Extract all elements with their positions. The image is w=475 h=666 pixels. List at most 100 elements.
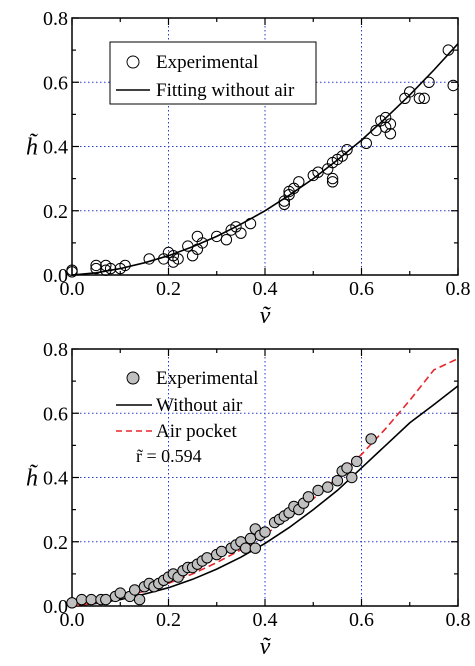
data-point [365,433,377,445]
legend-label-without-air: Without air [156,395,243,416]
data-point [346,471,358,484]
data-point [76,593,88,606]
y-tick-label: 0.4 [43,137,68,159]
ticks-bottom [71,348,459,607]
x-axis-label-top: ṽ [260,303,272,329]
legend-entry-without-air: Without air [116,395,243,416]
y-tick-label: 0.2 [43,532,68,554]
x-tick-labels-bottom: 0.0 0.2 0.4 0.6 0.8 [60,609,471,631]
data-point [249,542,262,554]
x-tick-label: 0.8 [446,609,471,631]
legend-bottom: Experimental Without air Air pocket r̃ =… [116,368,258,466]
data-point [215,545,228,558]
data-point [259,526,271,538]
x-tick-label: 0.2 [156,278,181,300]
legend-entry-air-pocket: Air pocket [116,421,237,442]
x-tick-label: 0.8 [446,278,471,300]
series-top [66,43,459,278]
chart-top: 0.0 0.2 0.4 0.6 0.8 0.0 0.2 0.4 0.6 0.8 … [26,8,471,329]
data-point [85,593,98,606]
legend-entry-fitting-without-air: Fitting without air [116,80,295,101]
data-point [293,176,305,188]
legend-top: Experimental Fitting without air [109,41,317,105]
data-point [196,237,209,249]
data-point [133,593,146,606]
x-tick-label: 0.4 [253,609,278,631]
legend-symbol-experimental [126,371,140,385]
legend-label-fitting-without-air: Fitting without air [156,80,295,101]
data-point [119,259,131,272]
data-point [326,176,339,188]
y-tick-label: 0.0 [43,596,68,618]
data-point [66,597,78,609]
data-point [360,137,372,150]
x-tick-label: 0.0 [60,609,85,631]
data-point [418,92,430,105]
legend-marker [126,55,140,69]
data-point [322,481,334,493]
x-tick-label: 0.2 [156,609,181,631]
y-tick-labels-top: 0.0 0.2 0.4 0.6 0.8 [43,8,68,287]
series-line-without-air [71,385,459,607]
data-point [341,144,353,156]
legend-symbol-experimental [126,55,140,69]
legend-label-air-pocket: Air pocket [156,421,237,442]
data-point [182,240,194,252]
legend-box [109,41,317,105]
data-point [326,172,339,185]
data-point [384,118,397,130]
legend-label-experimental: Experimental [156,368,258,389]
data-point [66,264,78,276]
x-axis-label-bottom: ṽ [260,634,272,660]
y-tick-label: 0.0 [43,265,68,287]
data-point [100,264,112,276]
legend-marker [126,371,140,385]
data-point [201,552,213,564]
data-point [129,584,141,596]
x-tick-labels-top: 0.0 0.2 0.4 0.6 0.8 [60,278,471,300]
x-tick-label: 0.6 [349,609,374,631]
data-point [413,92,426,105]
data-point [114,587,127,599]
legend-entry-experimental: Experimental [126,52,258,73]
data-point [351,455,363,468]
data-point [384,128,397,140]
legend-entry-experimental: Experimental [126,368,258,389]
chart-bottom: 0.0 0.2 0.4 0.6 0.8 0.0 0.2 0.4 0.6 0.8 … [26,339,471,660]
data-point [447,79,459,92]
y-tick-labels-bottom: 0.0 0.2 0.4 0.6 0.8 [43,339,68,618]
x-tick-label: 0.4 [253,278,278,300]
y-axis-label-bottom: h̃ [26,464,38,492]
data-point [312,484,324,497]
data-point [220,234,233,246]
y-tick-label: 0.4 [43,468,68,490]
y-tick-label: 0.8 [43,339,68,361]
data-point [235,227,247,239]
data-point [423,76,435,89]
data-point [244,217,257,230]
data-point [278,198,290,211]
x-tick-label: 0.0 [60,278,85,300]
data-point [104,262,117,275]
data-point [302,491,315,503]
y-tick-label: 0.6 [43,72,68,94]
gridlines-bottom [72,349,458,606]
data-point [100,593,112,606]
data-point [331,475,344,487]
data-point [143,253,155,265]
series-line-fitting-without-air [71,43,459,276]
data-point [404,86,416,98]
annotation-r-value: r̃ = 0.594 [136,446,202,466]
y-tick-label: 0.8 [43,8,68,30]
data-point [240,542,252,554]
y-tick-label: 0.6 [43,403,68,425]
series-bottom [66,357,459,609]
legend-label-experimental: Experimental [156,52,258,73]
y-tick-label: 0.2 [43,201,68,223]
data-point [341,462,353,474]
data-point [244,532,257,545]
y-axis-label-top: h̃ [26,133,38,161]
x-tick-label: 0.6 [349,278,374,300]
data-point [90,259,102,272]
